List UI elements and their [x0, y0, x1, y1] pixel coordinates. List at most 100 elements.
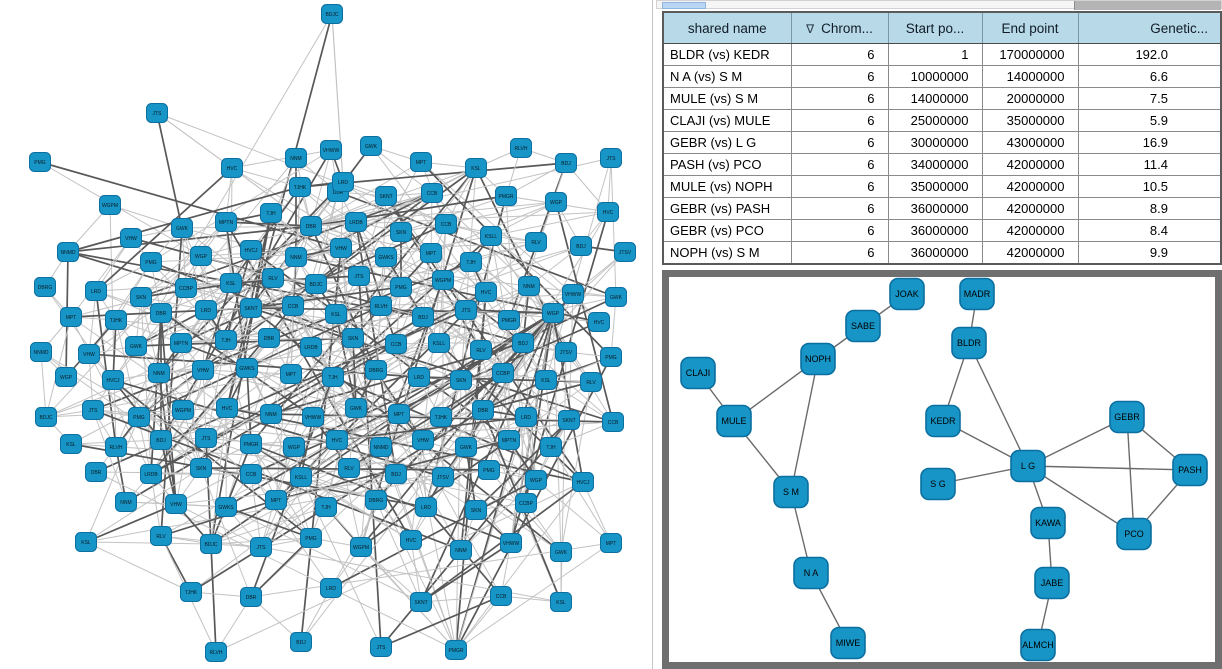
network-node[interactable] [515, 407, 537, 427]
network-node[interactable] [205, 642, 227, 662]
network-node[interactable] [360, 136, 382, 156]
network-node[interactable] [282, 296, 304, 316]
horizontal-scrollbar[interactable] [656, 0, 1222, 10]
network-node[interactable] [350, 537, 372, 557]
network-node[interactable] [236, 358, 258, 378]
network-node-MADR[interactable] [959, 277, 995, 311]
network-node[interactable] [450, 540, 472, 560]
network-node[interactable] [492, 363, 514, 383]
network-node[interactable] [290, 632, 312, 652]
network-node[interactable] [140, 252, 162, 272]
network-node[interactable] [105, 437, 127, 457]
network-node[interactable] [545, 192, 567, 212]
table-cell[interactable]: 192.0 [1077, 43, 1222, 66]
network-node[interactable] [300, 216, 322, 236]
network-node[interactable] [540, 437, 562, 457]
network-node[interactable] [120, 228, 142, 248]
table-cell[interactable]: 43000000 [981, 131, 1079, 154]
table-cell[interactable]: MULE (vs) S M [662, 87, 792, 110]
network-node[interactable] [290, 467, 312, 487]
network-node[interactable] [365, 360, 387, 380]
network-node[interactable] [215, 330, 237, 350]
network-node[interactable] [460, 252, 482, 272]
network-node[interactable] [300, 337, 322, 357]
network-node[interactable] [150, 303, 172, 323]
table-cell[interactable]: 35000000 [981, 109, 1079, 132]
network-node[interactable] [600, 148, 622, 168]
network-node[interactable] [150, 526, 172, 546]
network-node[interactable] [580, 372, 602, 392]
network-node[interactable] [105, 310, 127, 330]
network-node[interactable] [85, 462, 107, 482]
table-cell[interactable]: 42000000 [981, 241, 1079, 265]
table-cell[interactable]: 7.5 [1077, 87, 1222, 110]
network-node[interactable] [465, 500, 487, 520]
network-node[interactable] [146, 103, 168, 123]
table-cell[interactable]: 36000000 [887, 219, 983, 242]
network-node[interactable] [385, 464, 407, 484]
network-node-MULE[interactable] [716, 404, 752, 438]
network-node[interactable] [388, 404, 410, 424]
network-node-SM[interactable] [773, 475, 809, 509]
network-node[interactable] [602, 412, 624, 432]
network-node[interactable] [375, 247, 397, 267]
network-node[interactable] [55, 367, 77, 387]
network-node[interactable] [555, 153, 577, 173]
table-cell[interactable]: PASH (vs) PCO [662, 153, 792, 176]
network-node[interactable] [148, 363, 170, 383]
network-node[interactable] [240, 298, 262, 318]
network-node-NOPH[interactable] [800, 342, 836, 376]
network-node[interactable] [390, 277, 412, 297]
scrollbar-thumb[interactable] [662, 2, 706, 9]
network-node[interactable] [175, 278, 197, 298]
network-node[interactable] [597, 202, 619, 222]
network-node[interactable] [165, 494, 187, 514]
network-node[interactable] [60, 307, 82, 327]
network-node[interactable] [385, 334, 407, 354]
table-cell[interactable]: 6 [790, 153, 889, 176]
network-node[interactable] [550, 542, 572, 562]
network-node[interactable] [412, 307, 434, 327]
network-node[interactable] [455, 300, 477, 320]
network-node[interactable] [250, 537, 272, 557]
network-node[interactable] [321, 4, 343, 24]
network-node[interactable] [498, 310, 520, 330]
network-node[interactable] [535, 370, 557, 390]
table-cell[interactable]: 6 [790, 87, 889, 110]
network-node[interactable] [408, 367, 430, 387]
network-node[interactable] [562, 284, 584, 304]
network-node-NA[interactable] [793, 556, 829, 590]
network-node[interactable] [320, 140, 342, 160]
network-node[interactable] [495, 186, 517, 206]
network-node[interactable] [572, 472, 594, 492]
table-cell[interactable]: 170000000 [981, 43, 1079, 66]
network-node[interactable] [325, 304, 347, 324]
table-cell[interactable]: 5.9 [1077, 109, 1222, 132]
network-node[interactable] [320, 578, 342, 598]
table-cell[interactable]: 16.9 [1077, 131, 1222, 154]
network-node[interactable] [478, 460, 500, 480]
table-cell[interactable]: 9.9 [1077, 241, 1222, 265]
network-node[interactable] [29, 152, 51, 172]
network-node[interactable] [400, 530, 422, 550]
network-node[interactable] [190, 246, 212, 266]
network-node[interactable] [510, 138, 532, 158]
network-node[interactable] [280, 364, 302, 384]
network-node[interactable] [262, 268, 284, 288]
network-node[interactable] [475, 282, 497, 302]
table-cell[interactable]: 35000000 [887, 175, 983, 198]
network-node[interactable] [57, 242, 79, 262]
network-node[interactable] [215, 497, 237, 517]
table-cell[interactable]: 10000000 [887, 65, 983, 88]
network-node[interactable] [435, 214, 457, 234]
network-node[interactable] [410, 152, 432, 172]
network-node[interactable] [515, 493, 537, 513]
network-node[interactable] [498, 430, 520, 450]
network-node[interactable] [472, 400, 494, 420]
network-node[interactable] [265, 490, 287, 510]
network-node[interactable] [518, 276, 540, 296]
table-cell[interactable]: 6 [790, 241, 889, 265]
network-node[interactable] [421, 183, 443, 203]
network-node[interactable] [428, 333, 450, 353]
network-node-SG[interactable] [920, 467, 956, 501]
